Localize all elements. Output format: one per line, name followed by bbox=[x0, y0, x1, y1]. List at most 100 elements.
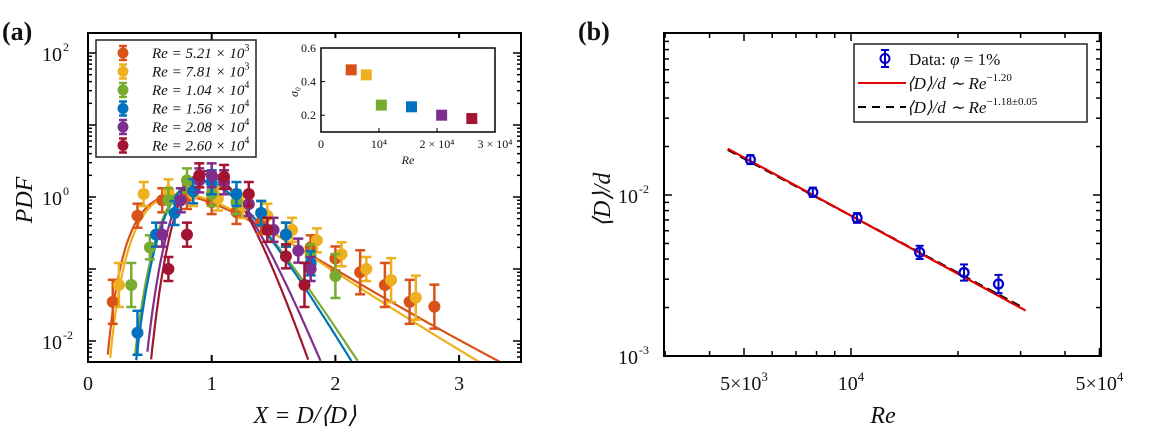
legend-label-exp: 4 bbox=[244, 117, 249, 128]
y-tick-label-exp: -2 bbox=[639, 182, 649, 196]
legend-label-exp: 4 bbox=[244, 80, 249, 91]
inset-marker bbox=[360, 69, 372, 81]
data-point bbox=[914, 244, 926, 261]
x-tick-label: 2 bbox=[330, 373, 340, 395]
data-point bbox=[106, 278, 119, 326]
marker bbox=[958, 266, 970, 279]
inset-x-tick-label: 3 × 10⁴ bbox=[478, 137, 513, 151]
data-point bbox=[131, 202, 144, 229]
legend-marker-icon bbox=[117, 47, 129, 59]
data-point bbox=[807, 186, 819, 198]
marker bbox=[385, 274, 398, 287]
marker bbox=[131, 326, 144, 339]
data-point bbox=[162, 255, 175, 283]
inset-plot: 0 10⁴ 2 × 10⁴ 3 × 10⁴ 0.2 0.4 0.6 Re σ₀ bbox=[287, 38, 512, 171]
b-legend-marker-icon bbox=[879, 49, 891, 68]
legend-marker-icon bbox=[117, 140, 129, 151]
inset-y-tick-label: 0.2 bbox=[301, 108, 316, 122]
marker bbox=[143, 241, 156, 254]
legend-label: Re = 2.08 × 104 bbox=[151, 117, 249, 136]
inset-marker bbox=[466, 113, 478, 125]
marker bbox=[218, 170, 231, 183]
inset-x-tick-label: 0 bbox=[318, 137, 324, 151]
inset-x-tick-label: 2 × 10⁴ bbox=[420, 137, 455, 151]
data-point bbox=[112, 261, 125, 309]
legend-entry-4: Re = 2.08 × 104 bbox=[117, 117, 249, 136]
marker bbox=[180, 228, 193, 241]
marker bbox=[807, 186, 819, 198]
inset-bg bbox=[288, 38, 504, 171]
marker bbox=[162, 263, 175, 275]
fit-line-solid bbox=[727, 147, 1027, 312]
y-tick-label-exp: 2 bbox=[63, 40, 69, 54]
data-point bbox=[137, 180, 150, 208]
marker bbox=[162, 194, 175, 207]
marker bbox=[255, 206, 268, 219]
inset-y-tick-label: 0.6 bbox=[301, 41, 316, 55]
marker bbox=[125, 278, 138, 291]
a-x-axis-title: X = D/⟨D⟩ bbox=[253, 403, 358, 429]
marker bbox=[428, 300, 441, 313]
data-point bbox=[360, 255, 373, 283]
inset-x-axis-title: Re bbox=[401, 153, 415, 167]
marker bbox=[156, 228, 169, 241]
marker bbox=[298, 278, 311, 291]
data-point bbox=[242, 180, 255, 208]
a-data-points bbox=[106, 162, 441, 357]
marker bbox=[174, 194, 187, 207]
data-point bbox=[193, 162, 206, 189]
marker bbox=[131, 209, 144, 222]
data-point bbox=[335, 241, 348, 268]
b-x-axis-title: Re bbox=[869, 403, 896, 429]
inset-points bbox=[345, 64, 478, 125]
legend-marker-icon bbox=[117, 66, 129, 77]
b-fit-lines bbox=[727, 147, 1027, 312]
legend-marker-icon bbox=[117, 121, 129, 133]
data-point bbox=[851, 212, 863, 224]
marker bbox=[137, 188, 150, 201]
marker bbox=[193, 169, 206, 182]
legend-label-exp: 3 bbox=[244, 62, 249, 73]
legend-label-exp: 4 bbox=[244, 136, 249, 147]
marker bbox=[409, 291, 422, 304]
inset-marker bbox=[436, 109, 448, 121]
b-legend-data-label: Data: φ = 1% bbox=[909, 50, 1000, 69]
marker bbox=[360, 263, 373, 275]
panel-label-b: (b) bbox=[578, 17, 610, 46]
marker bbox=[335, 248, 348, 261]
legend-label: Re = 1.56 × 104 bbox=[151, 99, 249, 118]
legend-label: Re = 7.81 × 103 bbox=[151, 62, 249, 81]
data-point bbox=[298, 261, 311, 309]
y-tick-label: 10 bbox=[618, 186, 638, 208]
data-point bbox=[125, 261, 138, 309]
inset-marker bbox=[405, 101, 417, 113]
b-legend-fit1-label: ⟨D⟩/d ∼ Re−1.20 bbox=[907, 72, 1012, 93]
marker bbox=[112, 278, 125, 291]
legend-label-exp: 4 bbox=[244, 99, 249, 110]
inset-marker bbox=[375, 99, 387, 111]
x-tick-label-exp: 4 bbox=[1117, 369, 1124, 384]
inset-y-tick-label: 0.4 bbox=[301, 75, 316, 89]
b-legend: Data: φ = 1% ⟨D⟩/d ∼ Re−1.20 ⟨D⟩/d ∼ Re−… bbox=[853, 43, 1088, 123]
data-point bbox=[409, 274, 422, 321]
b-legend-fit2-label: ⟨D⟩/d ∼ Re−1.18±0.05 bbox=[907, 96, 1038, 117]
data-point bbox=[279, 221, 292, 248]
legend-label: Re = 5.21 × 103 bbox=[151, 43, 249, 62]
x-tick-label-exp: 4 bbox=[858, 369, 865, 384]
data-point bbox=[744, 153, 756, 166]
x-tick-label-exp: 3 bbox=[761, 369, 768, 384]
marker bbox=[168, 206, 181, 219]
y-tick-label: 10 bbox=[618, 347, 638, 369]
marker bbox=[851, 212, 863, 224]
data-point bbox=[180, 221, 193, 248]
legend-marker-icon bbox=[117, 84, 129, 96]
inset-y-axis-title: σ₀ bbox=[287, 87, 301, 97]
x-tick-label: 0 bbox=[83, 373, 93, 395]
data-point bbox=[205, 162, 218, 189]
y-tick-label: 10 bbox=[42, 188, 62, 210]
